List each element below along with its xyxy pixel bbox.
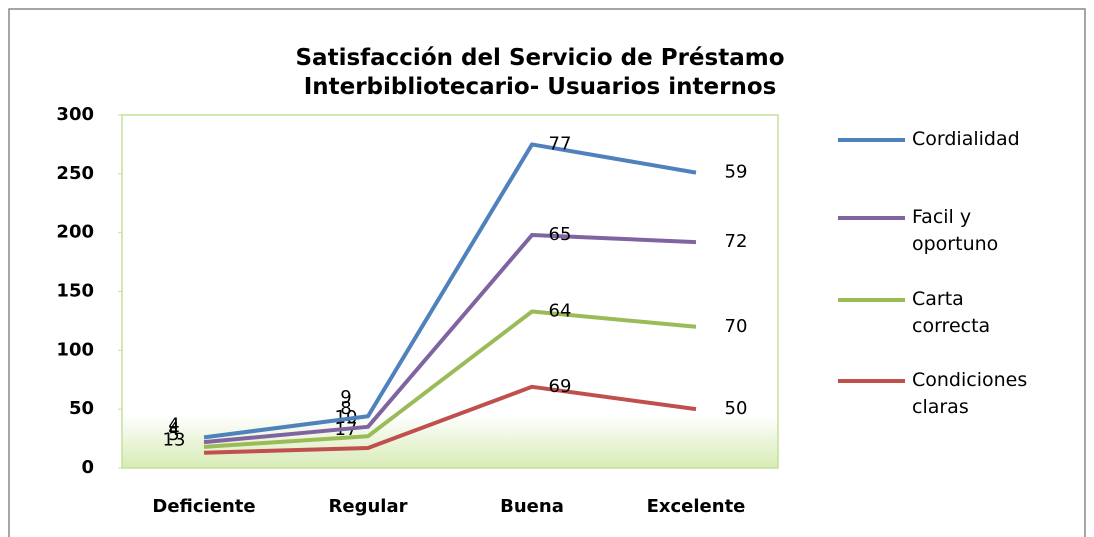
legend-label: Facil y oportuno <box>912 206 999 255</box>
data-label: 50 <box>725 398 748 419</box>
plot-area <box>121 114 779 469</box>
data-label: 65 <box>549 224 572 245</box>
y-tick-label: 100 <box>56 339 94 360</box>
series-line <box>203 309 697 449</box>
series-line <box>203 384 697 455</box>
legend-label: Condiciones claras <box>912 369 1028 418</box>
data-label: 9 <box>340 387 351 408</box>
x-tick-label: Regular <box>329 496 408 517</box>
series-line <box>203 233 697 445</box>
data-label: 4 <box>168 419 179 440</box>
y-tick-label: 200 <box>56 222 94 243</box>
data-label: 70 <box>725 316 748 337</box>
data-label: 77 <box>549 133 572 154</box>
data-label: 8 <box>340 398 351 419</box>
data-label: 4 <box>168 414 179 435</box>
data-label: 69 <box>549 376 572 397</box>
legend-label: Cordialidad <box>912 128 1020 150</box>
y-tick-label: 300 <box>56 104 94 125</box>
data-label: 64 <box>549 301 572 322</box>
chart-title: Satisfacción del Servicio de Préstamo In… <box>295 45 785 100</box>
y-tick-label: 50 <box>69 398 94 419</box>
data-label: 72 <box>725 231 748 252</box>
x-tick-label: Deficiente <box>152 496 255 517</box>
data-label: 13 <box>163 430 186 451</box>
x-tick-label: Excelente <box>647 496 746 517</box>
x-tick-label: Buena <box>500 496 564 517</box>
chart-border <box>8 8 1086 537</box>
data-label: 59 <box>725 162 748 183</box>
data-label: 5 <box>168 424 179 445</box>
y-tick-label: 150 <box>56 281 94 302</box>
legend-label: Carta correcta <box>912 288 991 337</box>
series-line <box>203 142 697 440</box>
y-tick-label: 250 <box>56 163 94 184</box>
y-tick-label: 0 <box>81 457 94 478</box>
